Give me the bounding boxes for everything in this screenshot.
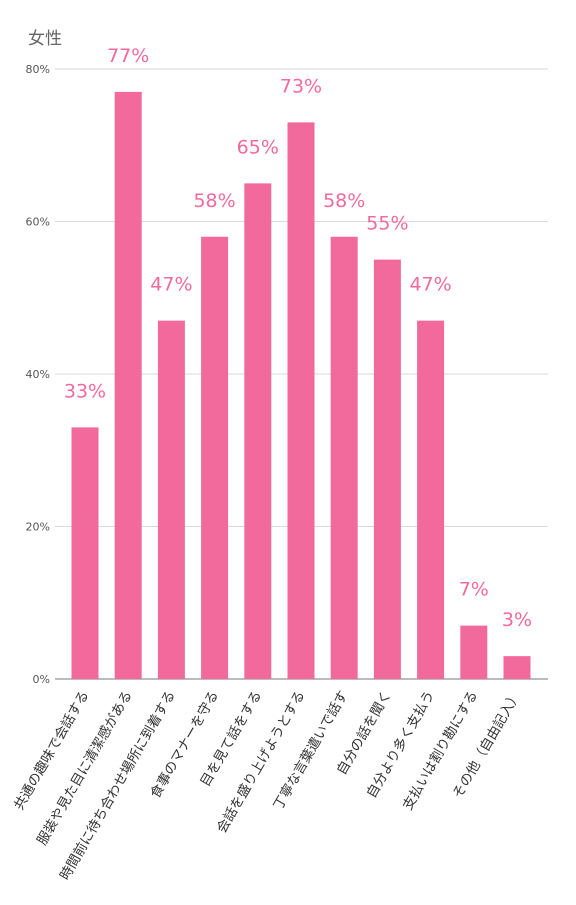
bar-value-label: 3% (502, 609, 532, 631)
x-tick-label: 共通の趣味で会話する (10, 688, 92, 813)
value-labels: 33%77%47%58%65%73%58%55%47%7%3% (64, 45, 532, 631)
bar (503, 656, 531, 679)
x-axis-labels: 共通の趣味で会話する服装や見た目に清潔感がある時間前に待ち合わせ場所に到着する食… (10, 688, 524, 884)
bar (287, 122, 315, 679)
y-axis-ticks: 0% 20% 40% 60% 80% (26, 63, 50, 686)
bar-value-label: 55% (366, 213, 408, 235)
bar (330, 236, 358, 679)
bar (373, 259, 401, 679)
bar-value-label: 7% (459, 579, 489, 601)
bar (71, 427, 99, 679)
bar (114, 91, 142, 679)
bar-series (71, 91, 531, 679)
chart-title: 女性 (28, 29, 62, 49)
y-tick-label: 20% (26, 521, 50, 534)
bar (157, 320, 185, 679)
bar-value-label: 33% (64, 380, 106, 402)
y-tick-label: 60% (26, 216, 50, 229)
bar-value-label: 77% (107, 45, 149, 67)
bar-value-label: 73% (280, 75, 322, 97)
x-tick-label: 丁寧な言葉遣いで話す (270, 688, 352, 813)
bar (417, 320, 445, 679)
bar-value-label: 58% (193, 190, 235, 212)
bar-value-label: 47% (409, 274, 451, 296)
x-tick-label: 支払いは割り勘にする (399, 688, 481, 814)
bar (201, 236, 229, 679)
bar-value-label: 47% (150, 274, 192, 296)
y-tick-label: 80% (26, 63, 50, 76)
bar-value-label: 58% (323, 190, 365, 212)
bar (244, 183, 272, 679)
y-tick-label: 40% (26, 368, 50, 381)
y-tick-label: 0% (33, 673, 50, 686)
bar (460, 625, 488, 679)
bar-value-label: 65% (237, 136, 279, 158)
